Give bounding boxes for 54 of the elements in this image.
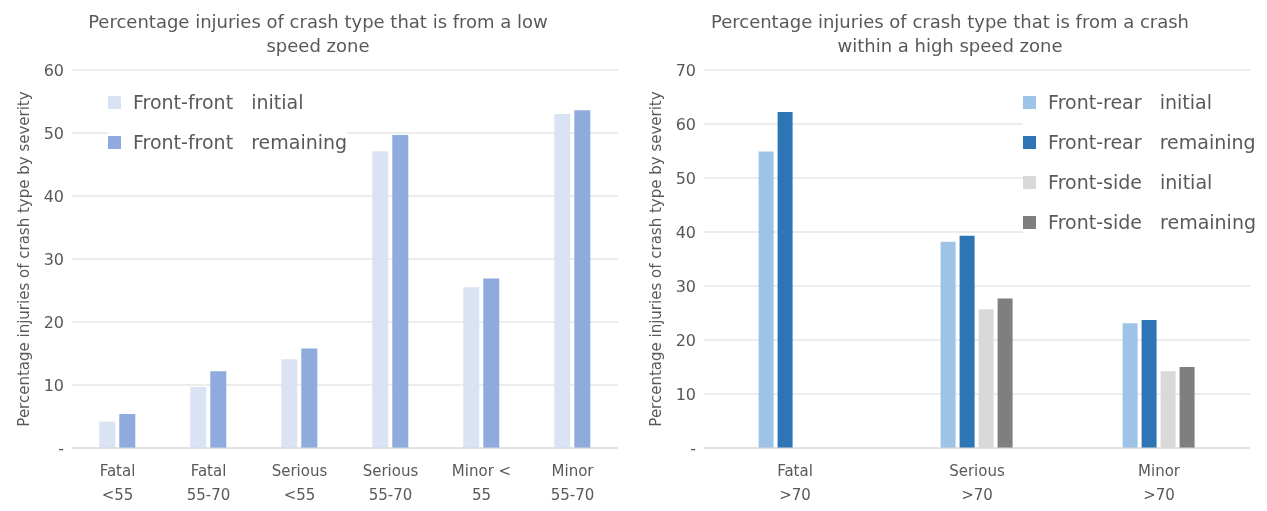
y-tick-label: 50: [43, 123, 64, 143]
y-tick-label: 20: [43, 312, 64, 332]
x-tick-label: Minor >70: [1138, 462, 1181, 504]
y-axis-title: Percentage injuries of crash type by severity: [647, 91, 665, 427]
legend-label: Front-front initial: [133, 91, 304, 113]
x-tick-label: Serious <55: [271, 462, 328, 504]
y-tick-label: 50: [675, 168, 696, 188]
y-axis-title: Percentage injuries of crash type by severity: [15, 91, 33, 427]
bar: [372, 151, 389, 448]
bar: [959, 235, 975, 448]
bar: [483, 278, 500, 448]
y-tick-label: 70: [675, 60, 696, 80]
bar: [392, 134, 409, 448]
y-tick-label: 30: [675, 276, 696, 296]
bar: [758, 151, 774, 448]
legend-label: Front-rear remaining: [1048, 131, 1256, 153]
y-tick-label: 10: [675, 384, 696, 404]
bar: [574, 110, 591, 448]
chart-title: Percentage injuries of crash type that is from a low speed zone: [87, 10, 549, 58]
bar: [210, 371, 227, 448]
y-tick-label: 40: [43, 186, 64, 206]
bar: [99, 421, 116, 448]
bar: [1141, 320, 1157, 448]
bar: [1122, 323, 1138, 448]
bar: [301, 348, 318, 448]
y-tick-label: 20: [675, 330, 696, 350]
x-tick-label: Serious 55-70: [362, 462, 419, 504]
y-tick-label: -: [58, 438, 64, 458]
bar: [281, 359, 298, 448]
bar: [777, 112, 793, 448]
legend-label: Front-front remaining: [133, 131, 348, 153]
legend-label: Front-side initial: [1048, 171, 1213, 193]
x-tick-label: Minor 55-70: [550, 462, 595, 504]
y-tick-label: 30: [43, 249, 64, 269]
y-tick-label: 10: [43, 375, 64, 395]
x-tick-label: Fatal >70: [777, 462, 813, 504]
x-tick-label: Minor < 55: [451, 462, 512, 504]
bar: [1179, 367, 1195, 448]
bar: [940, 241, 956, 448]
chart-title: Percentage injuries of crash type that is from a crash within a high speed zone: [709, 10, 1191, 58]
x-tick-label: Fatal 55-70: [186, 462, 231, 504]
x-tick-label: Serious >70: [949, 462, 1005, 504]
bar: [554, 114, 571, 448]
bar: [190, 386, 207, 448]
legend-label: Front-rear initial: [1048, 91, 1212, 113]
y-tick-label: 60: [675, 114, 696, 134]
bar: [463, 287, 480, 448]
y-tick-label: 60: [43, 60, 64, 80]
bar: [119, 413, 136, 448]
x-tick-label: Fatal <55: [99, 462, 136, 504]
y-tick-label: -: [690, 438, 696, 458]
legend-label: Front-side remaining: [1048, 211, 1256, 233]
y-tick-label: 40: [675, 222, 696, 242]
bar: [997, 298, 1013, 448]
